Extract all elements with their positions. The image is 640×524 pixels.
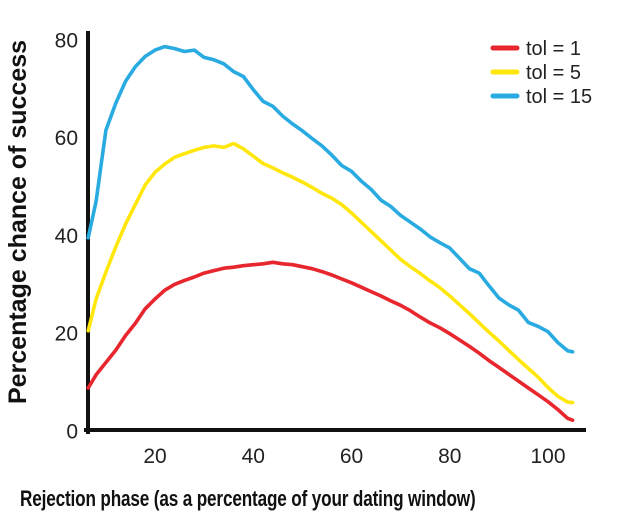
y-axis-title: Percentage chance of success [4,40,32,404]
y-tick-label: 20 [55,323,78,346]
legend-item: tol = 1 [490,38,581,60]
x-tick-label: 60 [340,445,363,468]
y-tick-label: 40 [55,225,78,248]
x-tick-label: 100 [530,445,565,468]
x-axis-title: Rejection phase (as a percentage of your… [20,487,476,512]
legend-label: tol = 15 [526,86,592,108]
series-lines [86,44,575,423]
series-line-tol=1 [86,260,575,423]
x-tick-label: 20 [143,445,166,468]
y-tick-label: 60 [55,127,78,150]
x-tick-label: 40 [242,445,265,468]
series-line-tol=5 [86,141,575,405]
legend-label: tol = 1 [526,38,581,60]
x-tick-labels: 20 40 60 80 100 [143,445,565,468]
y-tick-label: 80 [55,29,78,52]
series-line-tol=15 [86,44,575,354]
legend-item: tol = 5 [490,62,581,84]
legend-label: tol = 5 [526,62,581,84]
y-tick-labels: 0 20 40 60 80 [55,29,78,443]
y-tick-label: 0 [66,421,78,444]
x-tick-label: 80 [438,445,461,468]
legend-item: tol = 15 [490,86,592,108]
